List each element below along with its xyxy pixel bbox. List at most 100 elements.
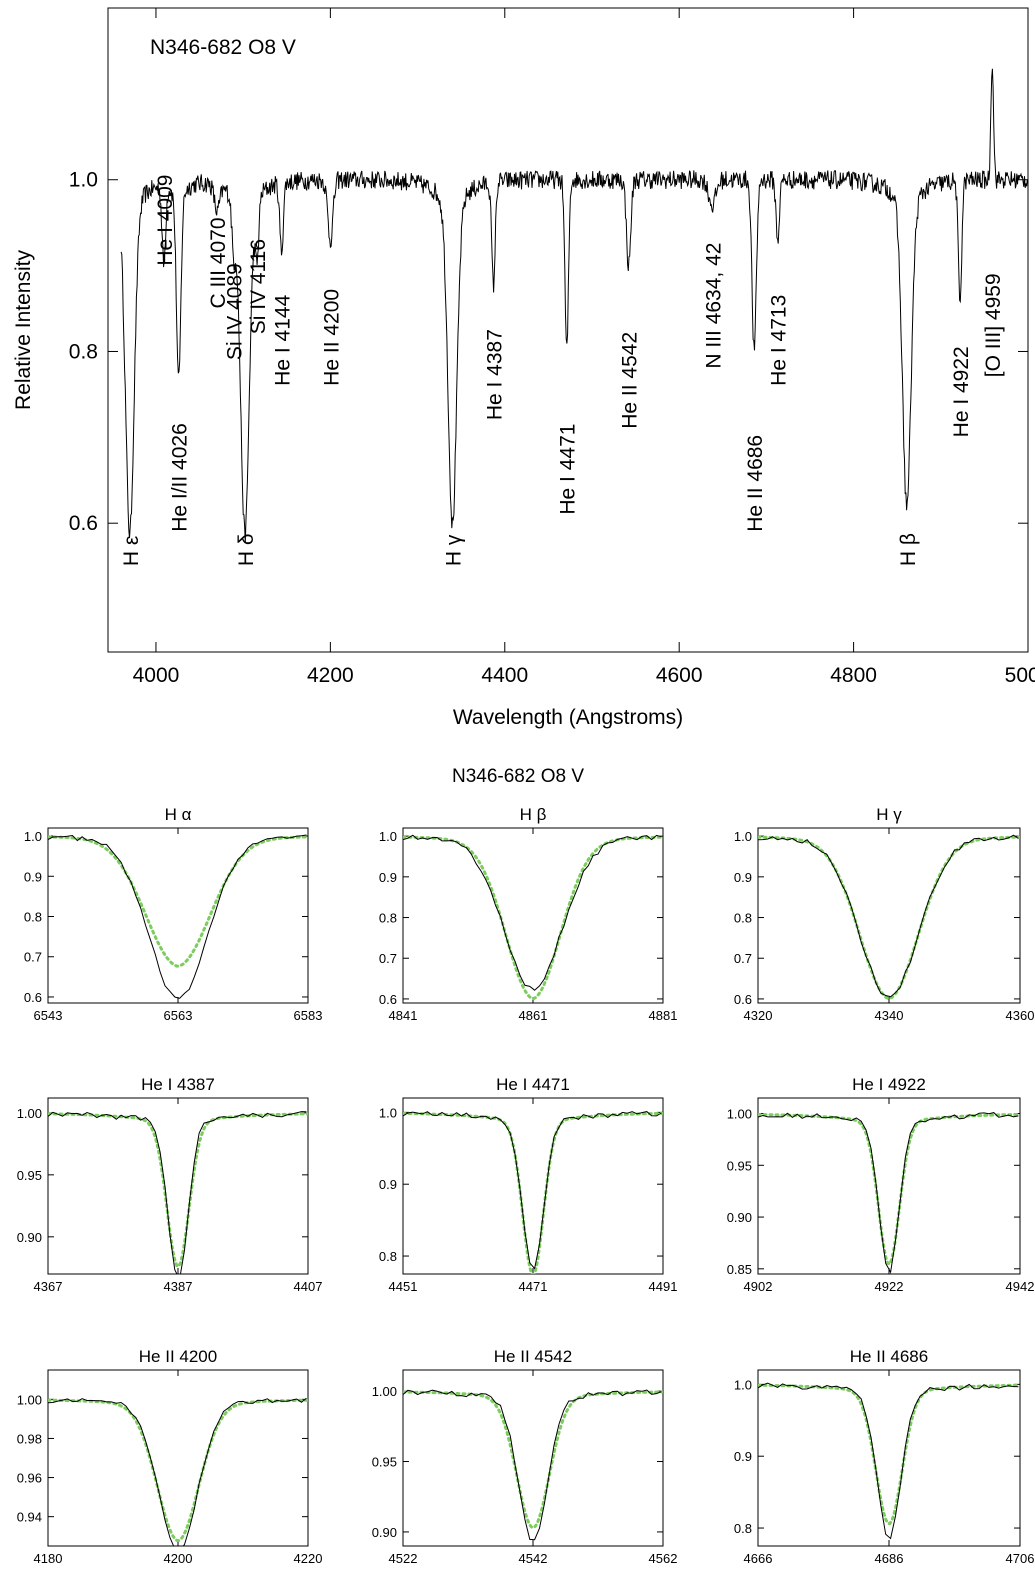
line-label: He II 4200	[320, 289, 343, 386]
y-tick-label: 1.0	[734, 829, 752, 844]
y-tick-label: 0.8	[24, 910, 42, 925]
x-tick-label: 4800	[830, 664, 877, 687]
x-tick-label: 4407	[294, 1279, 323, 1294]
panel: He II 4686 4666 4686 4706 0.8 0.9 1.0	[734, 1347, 1035, 1566]
y-tick-label: 1.0	[69, 169, 98, 192]
y-tick-label: 0.6	[24, 990, 42, 1005]
y-tick-label: 0.90	[17, 1230, 42, 1245]
panel: H α 6543 6563 6583 0.6 0.7 0.8 0.9 1.0	[24, 805, 323, 1023]
panels-title: N346-682 O8 V	[452, 766, 584, 787]
panel: H γ 4320 4340 4360 0.6 0.7 0.8 0.9 1.0	[734, 805, 1035, 1023]
y-tick-label: 1.0	[379, 829, 397, 844]
y-tick-label: 1.0	[379, 1105, 397, 1120]
panel: He II 4542 4522 4542 4562 0.90 0.95 1.00	[372, 1347, 678, 1566]
panel-title: H β	[520, 805, 547, 824]
line-label: N III 4634, 42	[702, 243, 725, 369]
panel: H β 4841 4861 4881 0.6 0.7 0.8 0.9 1.0	[379, 805, 678, 1023]
x-tick-label: 4340	[875, 1008, 904, 1023]
model-line	[48, 1398, 308, 1543]
y-tick-label: 0.8	[69, 340, 98, 363]
panel-title: H γ	[876, 805, 902, 824]
y-tick-label: 1.0	[734, 1377, 752, 1392]
panel-frame	[47, 1369, 309, 1547]
y-tick-label: 1.00	[372, 1384, 397, 1399]
x-tick-label: 4942	[1006, 1279, 1035, 1294]
y-tick-label: 0.95	[372, 1455, 397, 1470]
x-tick-label: 4562	[649, 1551, 678, 1566]
line-label: H γ	[442, 534, 465, 566]
star-annotation: N346-682 O8 V	[150, 36, 296, 59]
panel-frame	[47, 1097, 309, 1275]
line-label: He I 4144	[272, 294, 295, 385]
x-tick-label: 4360	[1006, 1008, 1035, 1023]
panel-frame	[47, 827, 309, 1004]
main-plot-frame	[107, 7, 1029, 653]
line-label: [O III] 4959	[982, 273, 1005, 377]
y-tick-label: 0.85	[727, 1262, 752, 1277]
model-line	[403, 835, 663, 1001]
line-label: He I 4922	[950, 346, 973, 437]
model-line	[758, 835, 1020, 1001]
model-line	[48, 835, 308, 968]
x-tick-label: 4666	[744, 1551, 773, 1566]
line-label: H ε	[120, 536, 143, 566]
panel-frame	[757, 1369, 1021, 1547]
x-tick-label: 6583	[294, 1008, 323, 1023]
panel: He I 4387 4367 4387 4407 0.90 0.95 1.00	[17, 1075, 323, 1294]
x-tick-label: 4841	[389, 1008, 418, 1023]
observed-line	[48, 1397, 307, 1546]
panel-frame	[402, 827, 664, 1004]
y-tick-label: 0.90	[372, 1525, 397, 1540]
panel-title: He II 4686	[850, 1347, 928, 1366]
x-tick-label: 4451	[389, 1279, 418, 1294]
panel-title: He II 4200	[139, 1347, 217, 1366]
x-tick-label: 4902	[744, 1279, 773, 1294]
y-tick-label: 0.9	[24, 869, 42, 884]
y-tick-label: 0.7	[734, 951, 752, 966]
y-tick-label: 1.0	[24, 829, 42, 844]
panel-title: H α	[165, 805, 192, 824]
line-label: Si IV 4116	[247, 239, 270, 334]
x-tick-label: 4180	[34, 1551, 63, 1566]
x-tick-label: 6543	[34, 1008, 63, 1023]
x-axis-label: Wavelength (Angstroms)	[453, 706, 683, 729]
line-label: He II 4686	[744, 435, 767, 532]
panel-title: He I 4387	[141, 1075, 215, 1094]
x-tick-label: 4600	[656, 664, 703, 687]
y-tick-label: 0.9	[734, 870, 752, 885]
y-tick-label: 0.95	[17, 1168, 42, 1183]
panel-title: He I 4471	[496, 1075, 570, 1094]
x-tick-label: 4542	[519, 1551, 548, 1566]
main-spectrum-line	[120, 68, 1028, 543]
panel-title: He II 4542	[494, 1347, 572, 1366]
panel: He I 4922 4902 4922 4942 0.85 0.90 0.95 1.00	[727, 1075, 1035, 1294]
x-tick-label: 4000	[133, 664, 180, 687]
observed-line	[48, 834, 307, 999]
y-tick-label: 0.8	[379, 1249, 397, 1264]
line-label: H δ	[235, 533, 258, 566]
y-tick-label: 0.6	[69, 512, 98, 535]
observed-line	[758, 1112, 1019, 1274]
line-profile-panels: H α 6543 6563 6583 0.6 0.7 0.8 0.9 1.0 H β 4841 486…	[17, 805, 1035, 1566]
y-tick-label: 0.6	[734, 992, 752, 1007]
x-tick-label: 4200	[307, 664, 354, 687]
panel: He I 4471 4451 4471 4491 0.8 0.9 1.0	[379, 1075, 678, 1294]
model-line	[403, 1111, 663, 1274]
panel-frame	[757, 827, 1021, 1004]
line-label: He II 4542	[619, 332, 642, 429]
y-tick-label: 0.9	[379, 870, 397, 885]
y-tick-label: 0.9	[734, 1449, 752, 1464]
x-tick-label: 6563	[164, 1008, 193, 1023]
y-tick-label: 1.00	[17, 1392, 42, 1407]
observed-line	[758, 834, 1019, 998]
x-tick-label: 4320	[744, 1008, 773, 1023]
y-tick-label: 1.00	[17, 1106, 42, 1121]
y-tick-label: 0.90	[727, 1210, 752, 1225]
y-tick-label: 0.98	[17, 1431, 42, 1446]
y-tick-label: 0.6	[379, 992, 397, 1007]
x-tick-label: 4471	[519, 1279, 548, 1294]
